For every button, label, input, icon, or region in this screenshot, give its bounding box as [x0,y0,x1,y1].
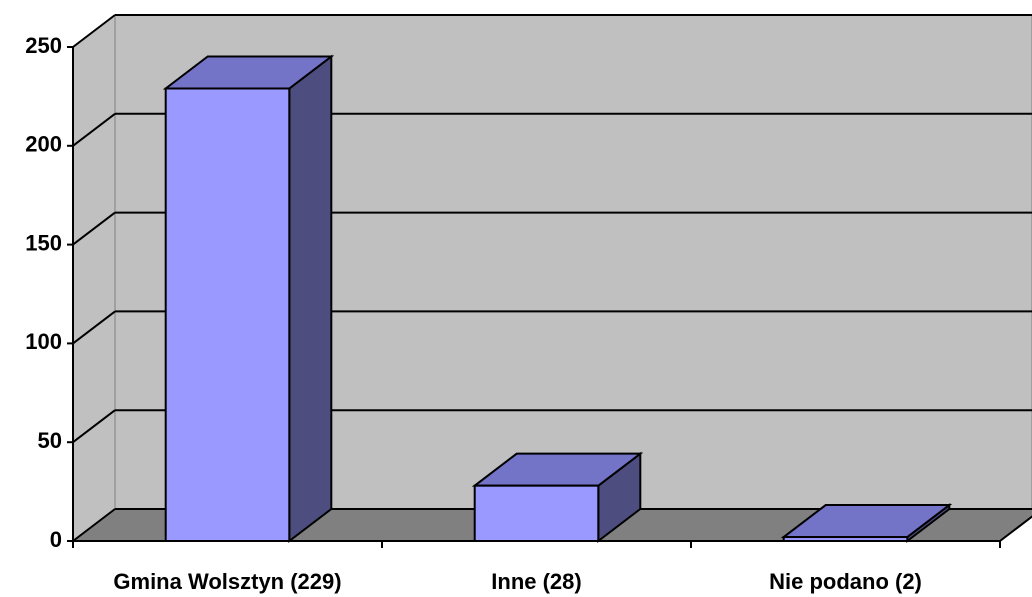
y-tick-label: 50 [38,428,62,453]
y-tick-label: 100 [25,329,62,354]
bar [473,484,600,542]
x-tick-label: Nie podano (2) [769,569,922,594]
side-wall [72,13,116,543]
bar [782,536,909,542]
y-tick-label: 150 [25,230,62,255]
bar [164,87,291,542]
grid-line-side [72,211,116,246]
grid-line-side [72,113,116,147]
grid-line-side [72,409,116,443]
y-tick-label: 250 [25,33,62,58]
grid-line-side [72,508,116,542]
y-tick-label: 200 [25,132,62,157]
bar-side [288,54,333,544]
grid-line-side [72,310,116,345]
y-tick-label: 0 [50,527,62,552]
grid-line-side [72,14,116,48]
x-tick-label: Gmina Wolsztyn (229) [113,569,341,594]
floor-edge [999,515,1032,542]
x-tick-label: Inne (28) [491,569,581,594]
